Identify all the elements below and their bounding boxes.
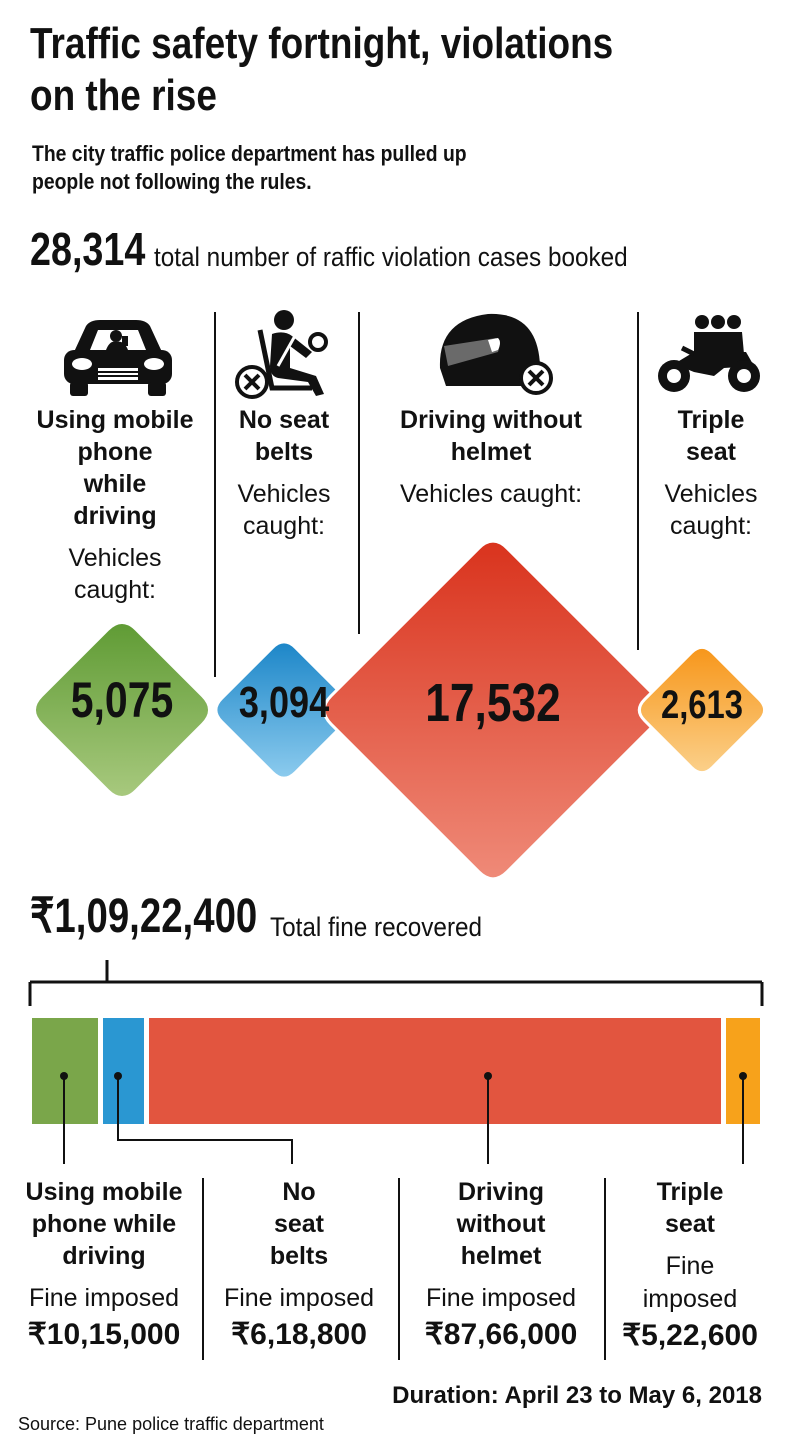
name-line: Triple (656, 1178, 724, 1206)
source: Source: Pune police traffic department (18, 1414, 324, 1434)
name-line: driving (62, 1242, 146, 1270)
name-line: seat (685, 438, 737, 466)
category-sub: Vehicles caught: (20, 542, 210, 606)
fine-name: Triple seat (608, 1176, 772, 1240)
fine-segment-seatbelt (103, 1018, 144, 1124)
fine-amount: ₹87,66,000 (424, 1318, 578, 1351)
helmet-icon (439, 313, 553, 395)
diamond-value-mobile: 5,075 (70, 672, 174, 728)
diamond-seatbelt (214, 640, 354, 780)
fine-name: No seat belts (206, 1176, 392, 1272)
category-sub: Vehicles caught: (646, 478, 776, 542)
fine-label: Fine imposed (425, 1284, 577, 1312)
sub-line: Vehicles (237, 480, 331, 508)
name-line: seat (664, 1210, 716, 1238)
sub-line: caught: (73, 576, 156, 604)
sub-line: Vehicles (664, 480, 758, 508)
name-line: phone (77, 438, 153, 466)
sub-line: Vehicles caught: (399, 480, 583, 508)
category-name: No seat belts (222, 404, 346, 468)
name-line: helmet (460, 1242, 542, 1270)
name-line: Using mobile (25, 1178, 183, 1206)
seatbelt-icon (235, 310, 328, 399)
name-line: No seat (238, 406, 330, 434)
fine-name: Driving without helmet (402, 1176, 600, 1272)
total-cases: 28,314 total number of raffic violation … (30, 222, 628, 276)
fine-separator-1 (202, 1178, 204, 1360)
name-line: Using mobile (36, 406, 194, 434)
car-mobile-icon (64, 320, 172, 396)
bracket (28, 960, 764, 1006)
fine-col-mobile: Using mobile phone while driving Fine im… (12, 1176, 196, 1355)
subtitle: The city traffic police department has p… (32, 140, 652, 196)
fine-separator-3 (604, 1178, 606, 1360)
category-name: Triple seat (646, 404, 776, 468)
name-line: belts (254, 438, 314, 466)
label-line: imposed (642, 1285, 738, 1313)
sub-line: caught: (669, 512, 752, 540)
name-line: helmet (450, 438, 532, 466)
category-seatbelt: No seat belts Vehicles caught: (222, 404, 346, 542)
fine-total-label: Total fine recovered (270, 912, 483, 942)
sub-line: Vehicles (68, 544, 162, 572)
diamond-value-triple: 2,613 (660, 683, 744, 727)
separator-3 (637, 312, 639, 650)
diamond-mobile (32, 620, 212, 800)
name-line: seat (273, 1210, 325, 1238)
subtitle-line-2: people not following the rules. (32, 169, 312, 194)
name-line: No (282, 1178, 316, 1206)
diamond-triple (637, 645, 767, 775)
fine-label: Fine imposed (608, 1250, 772, 1316)
diamond-value-seatbelt: 3,094 (238, 678, 330, 727)
sub-line: caught: (242, 512, 325, 540)
name-line: Driving (457, 1178, 545, 1206)
category-sub: Vehicles caught: (222, 478, 346, 542)
diamond-chart (32, 539, 767, 881)
duration: Duration: April 23 to May 6, 2018 (392, 1382, 762, 1409)
fine-name: Using mobile phone while driving (12, 1176, 196, 1272)
fine-amount: ₹5,22,600 (622, 1319, 758, 1352)
fine-col-helmet: Driving without helmet Fine imposed ₹87,… (402, 1176, 600, 1355)
page-title: Traffic safety fortnight, violations on … (30, 18, 800, 122)
category-sub: Vehicles caught: (370, 478, 612, 510)
fine-segment-mobile (32, 1018, 99, 1124)
separator-2 (358, 312, 360, 634)
title-line-1: Traffic safety fortnight, violations (30, 19, 614, 68)
motorcycle-icon (658, 315, 760, 392)
category-triple: Triple seat Vehicles caught: (646, 404, 776, 542)
fine-total-value: ₹1,09,22,400 (30, 890, 258, 943)
separator-1 (214, 312, 216, 677)
name-line: Triple (677, 406, 745, 434)
fine-amount: ₹10,15,000 (27, 1318, 181, 1351)
name-line: phone while (31, 1210, 177, 1238)
label-line: Fine (665, 1252, 715, 1280)
category-mobile: Using mobile phone while driving Vehicle… (20, 404, 210, 606)
name-line: belts (269, 1242, 329, 1270)
category-name: Driving without helmet (370, 404, 612, 468)
category-name: Using mobile phone while driving (20, 404, 210, 532)
fine-amount: ₹6,18,800 (231, 1318, 367, 1351)
name-line: Driving without (400, 406, 582, 434)
title-line-2: on the rise (30, 71, 217, 120)
fine-connectors (60, 1072, 747, 1164)
total-cases-value: 28,314 (30, 223, 146, 275)
fine-total: ₹1,09,22,400 Total fine recovered (30, 888, 482, 944)
fine-segment-helmet (148, 1018, 721, 1124)
name-line: without (456, 1210, 546, 1238)
fine-separator-2 (398, 1178, 400, 1360)
subtitle-line-1: The city traffic police department has p… (32, 141, 467, 166)
diamond-helmet (322, 539, 664, 881)
total-cases-label: total number of raffic violation cases b… (154, 242, 628, 272)
diamond-value-helmet: 17,532 (425, 673, 561, 733)
fine-col-seatbelt: No seat belts Fine imposed ₹6,18,800 (206, 1176, 392, 1355)
fine-label: Fine imposed (28, 1284, 180, 1312)
category-helmet: Driving without helmet Vehicles caught: (370, 404, 612, 510)
name-line: while (83, 470, 147, 498)
fine-col-triple: Triple seat Fine imposed ₹5,22,600 (608, 1176, 772, 1356)
name-line: driving (73, 502, 157, 530)
fine-label: Fine imposed (223, 1284, 375, 1312)
